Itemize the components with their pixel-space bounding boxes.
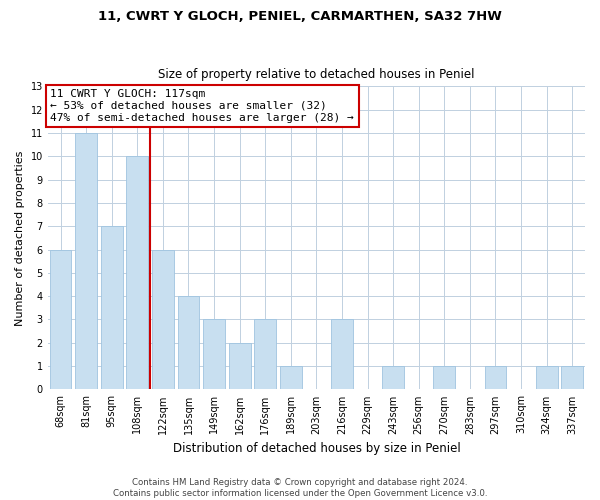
Text: 11 CWRT Y GLOCH: 117sqm
← 53% of detached houses are smaller (32)
47% of semi-de: 11 CWRT Y GLOCH: 117sqm ← 53% of detache… bbox=[50, 90, 354, 122]
Bar bbox=[485, 366, 506, 390]
Bar bbox=[280, 366, 302, 390]
Bar bbox=[50, 250, 71, 390]
Text: Contains HM Land Registry data © Crown copyright and database right 2024.
Contai: Contains HM Land Registry data © Crown c… bbox=[113, 478, 487, 498]
Bar bbox=[254, 320, 276, 390]
Bar bbox=[536, 366, 557, 390]
Bar bbox=[127, 156, 148, 390]
X-axis label: Distribution of detached houses by size in Peniel: Distribution of detached houses by size … bbox=[173, 442, 460, 455]
Bar bbox=[152, 250, 174, 390]
Bar bbox=[203, 320, 225, 390]
Bar bbox=[382, 366, 404, 390]
Bar bbox=[178, 296, 199, 390]
Bar bbox=[562, 366, 583, 390]
Bar bbox=[229, 343, 251, 390]
Title: Size of property relative to detached houses in Peniel: Size of property relative to detached ho… bbox=[158, 68, 475, 81]
Bar bbox=[75, 133, 97, 390]
Bar bbox=[331, 320, 353, 390]
Bar bbox=[101, 226, 122, 390]
Bar bbox=[433, 366, 455, 390]
Text: 11, CWRT Y GLOCH, PENIEL, CARMARTHEN, SA32 7HW: 11, CWRT Y GLOCH, PENIEL, CARMARTHEN, SA… bbox=[98, 10, 502, 23]
Y-axis label: Number of detached properties: Number of detached properties bbox=[15, 150, 25, 326]
